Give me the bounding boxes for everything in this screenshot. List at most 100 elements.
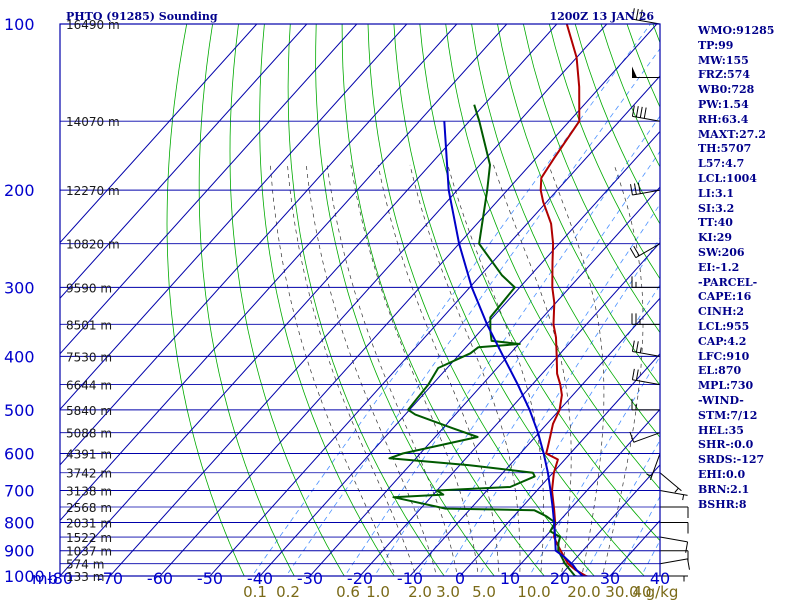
stat-wb0: WB0:728 [698, 83, 755, 97]
stat-stm: STM:7/12 [698, 408, 758, 422]
wind-barb [646, 453, 661, 481]
pressure-tick-label: 600 [4, 445, 35, 464]
height-label: 574 m [66, 558, 104, 572]
wind-barb [659, 536, 689, 553]
pressure-tick-label: 300 [4, 278, 35, 297]
parcel-line [443, 121, 585, 576]
wind-barb-flag [631, 340, 635, 352]
stat-li: LI:3.1 [698, 186, 735, 200]
dewpoint-line [388, 104, 580, 576]
moist-adiabat [326, 164, 458, 576]
wind-barb-flag [639, 9, 643, 21]
wind-barb [631, 368, 661, 386]
wind-barb-staff [632, 115, 661, 122]
wind-barb-staff [659, 472, 682, 492]
stat-ehi: EHI:0.0 [698, 467, 746, 481]
mixing-ratio-line [478, 284, 660, 576]
height-label: 2031 m [66, 517, 112, 531]
height-label: 10820 m [66, 238, 120, 252]
wind-barb-staff [649, 453, 661, 481]
stat-frz: FRZ:574 [698, 68, 751, 82]
wind-barb-staff [659, 558, 688, 565]
wind-barb-flag [643, 107, 647, 119]
mixing-ratio-line [583, 439, 660, 576]
stat-tt: TT:40 [698, 216, 733, 230]
wind-barb-half-flag [646, 473, 652, 477]
wind-barb-flag [631, 368, 635, 380]
mixing-ratio-label: 1.0 [366, 583, 390, 600]
mixing-ratio-label: 5.0 [472, 583, 496, 600]
temperature-tick-label: 10 [500, 569, 520, 588]
wind-barb [659, 472, 682, 493]
isotherm-line [159, 24, 658, 576]
isotherm-line [60, 24, 358, 355]
stat-mpl: MPL:730 [698, 379, 754, 393]
temperature-tick-label: -70 [97, 569, 123, 588]
pressure-tick-label: 800 [4, 514, 35, 533]
wind-barb-flag [631, 105, 635, 117]
isotherm-line [60, 24, 558, 576]
wind-barb [631, 313, 660, 325]
temperature-tick-label: -30 [297, 569, 323, 588]
mixing-ratio-label: g/kg [646, 583, 679, 600]
temperature-tick-label: -80 [47, 569, 73, 588]
mixing-ratio-label: 0.1 [243, 583, 267, 600]
moist-adiabat [350, 164, 479, 576]
pressure-tick-label: 900 [4, 542, 35, 561]
wind-barb [629, 243, 661, 259]
wind-barb [629, 431, 661, 443]
isotherm-line [60, 24, 308, 299]
wind-barb-staff [632, 18, 661, 25]
wind-barb-half-flag [639, 347, 642, 353]
stat-shr: SHR-:0.0 [698, 438, 754, 452]
stat-th: TH:5707 [698, 142, 752, 156]
stat-si: SI:3.2 [698, 201, 735, 215]
stat-mw: MW:155 [698, 53, 749, 67]
height-label: 5840 m [66, 404, 112, 418]
mixing-ratio-line [528, 355, 660, 576]
section-parcel: -PARCEL- [698, 275, 758, 289]
wind-barb [660, 522, 689, 534]
height-label: 1037 m [66, 545, 112, 559]
mixing-ratio-label: 0.2 [276, 583, 300, 600]
mixing-ratio-label: 20.0 [567, 583, 600, 600]
height-label: 133 m [66, 570, 104, 584]
stat-cape: CAPE:16 [698, 290, 752, 304]
mixing-ratio-line [285, 48, 660, 576]
mixing-ratio-line [373, 150, 660, 576]
wind-barb-flag [639, 106, 643, 118]
mixing-ratio-label: 3.0 [436, 583, 460, 600]
temperature-tick-label: -40 [247, 569, 273, 588]
moist-adiabat [447, 164, 544, 576]
wind-barb [659, 490, 688, 501]
wind-barb-half-flag [674, 487, 679, 493]
stat-wmo: WMO:91285 [698, 24, 775, 37]
dry-adiabat [419, 24, 660, 542]
stat-lcl-parcel: LCL:955 [698, 319, 750, 333]
wind-barb-staff [632, 189, 661, 196]
pressure-tick-label: 500 [4, 401, 35, 420]
wind-barb [631, 276, 660, 288]
chart-title: PHTO (91285) Sounding [66, 10, 218, 23]
wind-barb-flag [635, 341, 639, 353]
valid-time: 1200Z 13 JAN 26 [549, 10, 654, 23]
height-label: 1522 m [66, 531, 112, 545]
stat-lcl-surface: LCL:1004 [698, 171, 757, 185]
dry-adiabat [497, 24, 660, 386]
wind-barb-flag [685, 541, 689, 553]
temperature-tick-label: 20 [550, 569, 570, 588]
stat-rh: RH:63.4 [698, 112, 749, 126]
wind-barb-flag [629, 247, 637, 258]
moist-adiabat [409, 164, 521, 576]
stat-brn: BRN:2.1 [698, 482, 750, 496]
temperature-tick-label: -20 [347, 569, 373, 588]
moist-adiabat [287, 164, 417, 576]
pressure-tick-label: 100 [4, 15, 35, 34]
isotherm-line [60, 24, 258, 244]
pressure-tick-label: 400 [4, 347, 35, 366]
temperature-tick-label: -60 [147, 569, 173, 588]
pressure-tick-label: 1000 [4, 567, 45, 586]
pressure-tick-label: 700 [4, 481, 35, 500]
wind-barb [632, 66, 660, 78]
